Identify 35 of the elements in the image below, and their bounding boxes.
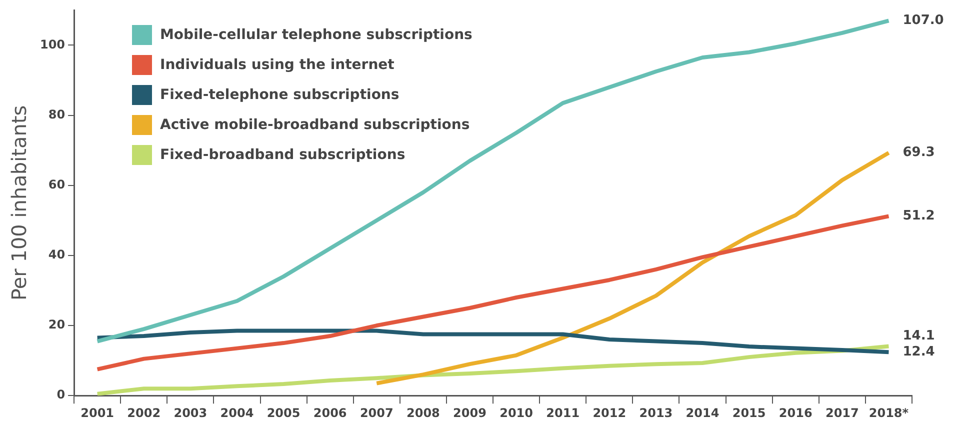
data-label: 12.4 (902, 344, 935, 360)
legend-label: Fixed-broadband subscriptions (160, 147, 406, 163)
y-tick-label: 0 (56, 388, 66, 402)
x-tick-label: 2008 (406, 406, 440, 420)
data-label: 51.2 (902, 208, 935, 224)
y-tick-label: 40 (48, 248, 66, 262)
x-tick-label: 2004 (220, 406, 254, 420)
y-tick-label: 100 (40, 37, 66, 52)
x-tick-label: 2009 (453, 406, 486, 420)
x-tick-label: 2010 (500, 406, 534, 420)
x-tick-label: 2014 (686, 406, 720, 420)
y-tick-label: 60 (48, 178, 66, 192)
y-tick-label: 20 (48, 318, 66, 332)
x-tick-label: 2015 (732, 406, 766, 420)
x-tick-label: 2018* (868, 406, 910, 420)
y-axis-title: Per 100 inhabitants (7, 105, 32, 301)
x-tick-label: 2011 (546, 406, 580, 420)
data-label: 107.0 (902, 13, 944, 28)
legend-label: Individuals using the internet (160, 57, 394, 73)
x-tick-label: 2007 (360, 406, 394, 420)
legend-label: Active mobile-broadband subscriptions (160, 117, 470, 133)
x-tick-label: 2006 (313, 406, 347, 420)
x-tick-label: 2003 (174, 406, 208, 420)
legend-label: Fixed-telephone subscriptions (160, 87, 400, 103)
y-tick-label: 80 (48, 107, 66, 122)
data-label: 69.3 (902, 145, 935, 160)
legend-label: Mobile-cellular telephone subscriptions (160, 27, 472, 43)
x-tick-label: 2001 (80, 406, 114, 420)
x-tick-label: 2005 (266, 406, 300, 420)
x-tick-label: 2016 (778, 406, 812, 420)
x-tick-label: 2002 (127, 406, 161, 420)
x-tick-label: 2013 (639, 406, 673, 420)
x-tick-label: 2012 (592, 406, 626, 420)
x-tick-label: 2017 (825, 406, 859, 420)
data-label: 14.1 (902, 328, 935, 344)
